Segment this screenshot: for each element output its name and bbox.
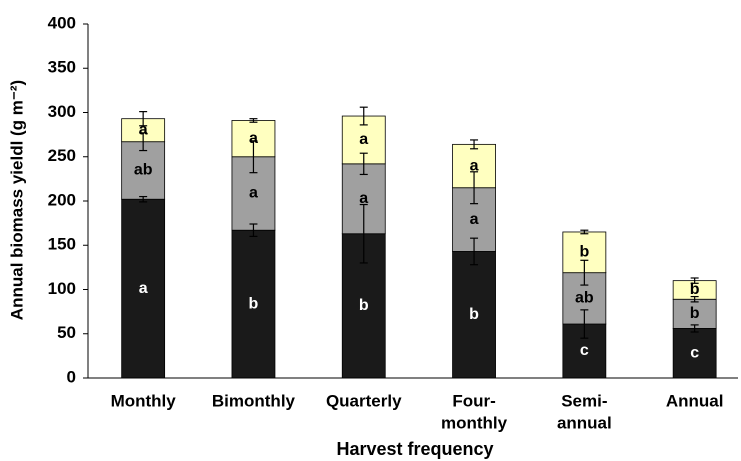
y-tick-label: 350 bbox=[48, 58, 76, 77]
segment-letter: b bbox=[579, 244, 589, 261]
error-bar bbox=[249, 140, 258, 174]
y-tick-label: 200 bbox=[48, 190, 76, 209]
x-tick-label: Monthly bbox=[111, 391, 177, 410]
segment-letter: a bbox=[139, 280, 148, 297]
segment-letter: a bbox=[470, 157, 479, 174]
error-bar bbox=[249, 118, 258, 123]
x-tick-label: Quarterly bbox=[326, 391, 402, 410]
segment-letter: b bbox=[249, 295, 259, 312]
x-axis-title: Harvest frequency bbox=[336, 439, 493, 459]
x-tick-label: Bimonthly bbox=[212, 391, 296, 410]
segment-letter: a bbox=[359, 190, 368, 207]
error-bar bbox=[470, 139, 479, 150]
y-tick-label: 300 bbox=[48, 102, 76, 121]
bar-segment bbox=[231, 229, 276, 379]
segment-letter: a bbox=[470, 211, 479, 228]
error-bar bbox=[580, 309, 589, 339]
x-tick-label: Four- bbox=[452, 391, 495, 410]
y-tick-label: 150 bbox=[48, 235, 76, 254]
error-bar bbox=[359, 106, 368, 126]
segment-letter: a bbox=[359, 131, 368, 148]
error-bar bbox=[690, 277, 699, 284]
y-tick-label: 50 bbox=[57, 323, 76, 342]
error-bar bbox=[580, 229, 589, 235]
segment-letter: b bbox=[690, 305, 700, 322]
error-bar bbox=[690, 324, 699, 333]
segment-letter: a bbox=[249, 130, 258, 147]
y-tick-label: 250 bbox=[48, 146, 76, 165]
error-bar bbox=[139, 132, 148, 152]
x-tick-label: annual bbox=[557, 413, 612, 432]
y-tick-label: 100 bbox=[48, 279, 76, 298]
segment-letter: c bbox=[690, 344, 699, 361]
x-tick-label: monthly bbox=[441, 413, 508, 432]
segment-letter: c bbox=[580, 342, 589, 359]
y-axis-title: Annual biomass yieldl (g m⁻²) bbox=[7, 80, 26, 320]
bar-segment bbox=[121, 198, 166, 379]
segment-letter: b bbox=[690, 281, 700, 298]
x-tick-label: Semi- bbox=[561, 391, 607, 410]
segment-letter: b bbox=[359, 297, 369, 314]
error-bar bbox=[470, 237, 479, 266]
error-bar bbox=[359, 203, 368, 264]
segment-letter: ab bbox=[575, 290, 594, 307]
error-bar bbox=[139, 111, 148, 127]
y-tick-label: 400 bbox=[48, 13, 76, 32]
segment-letter: a bbox=[249, 185, 258, 202]
segment-letter: ab bbox=[134, 162, 153, 179]
segment-letter: a bbox=[139, 121, 148, 138]
error-bar bbox=[139, 195, 148, 203]
error-bar bbox=[470, 171, 479, 205]
error-bar bbox=[580, 259, 589, 286]
error-bar bbox=[359, 152, 368, 176]
bar-segment bbox=[452, 251, 496, 379]
bar-segment bbox=[672, 298, 717, 329]
y-tick-label: 0 bbox=[67, 367, 76, 386]
error-bar bbox=[690, 295, 699, 303]
segment-letter: b bbox=[469, 306, 479, 323]
x-tick-label: Annual bbox=[666, 391, 724, 410]
error-bar bbox=[249, 223, 258, 237]
